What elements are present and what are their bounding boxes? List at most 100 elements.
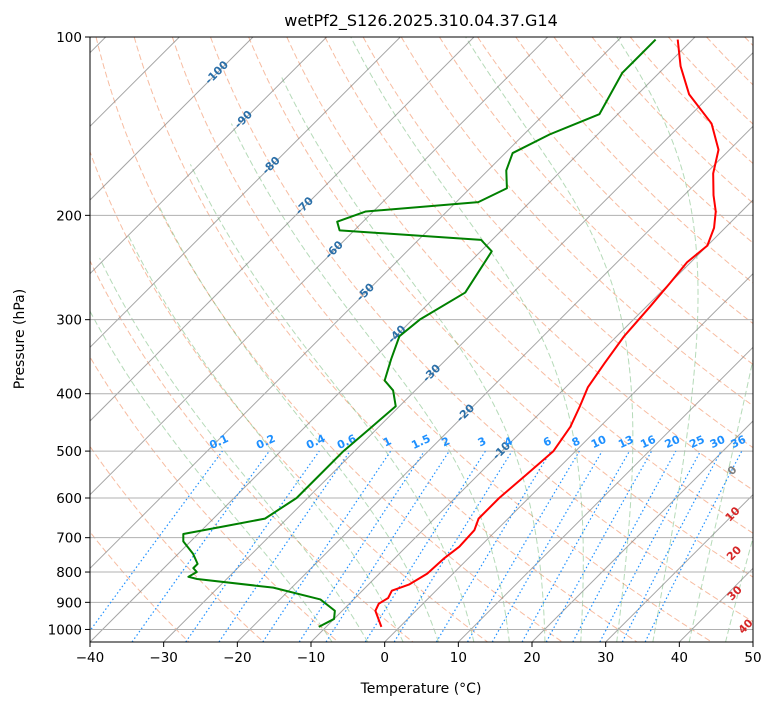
y-tick-label: 500 (56, 444, 82, 460)
x-tick-label: −10 (297, 650, 326, 666)
y-axis-title: Pressure (hPa) (12, 289, 28, 389)
isotherm-line (605, 493, 753, 642)
moist-adiabat-line (616, 37, 699, 642)
mixing-ratio-line (521, 450, 631, 642)
isotherm-line (236, 125, 753, 642)
dry-adiabat-line (668, 37, 753, 125)
mixing-ratio-label: 36 (729, 433, 749, 451)
dry-adiabat-line (90, 259, 414, 642)
isotherm-line (90, 37, 475, 422)
moist-adiabat-line (688, 357, 753, 642)
x-tick-label: −30 (149, 650, 178, 666)
isotherm-line (163, 51, 753, 642)
moist-adiabat-line (127, 234, 404, 642)
y-tick-label: 700 (56, 531, 82, 547)
dewpoint-profile-line (182, 38, 657, 628)
moist-adiabat-label: 20 (724, 543, 744, 563)
isotherm-line (90, 37, 696, 642)
plot-frame (89, 36, 754, 643)
moist-adiabat-line (99, 257, 369, 642)
x-tick-label: −40 (76, 650, 105, 666)
dry-adiabat-line (133, 37, 638, 642)
x-tick-label: 0 (380, 650, 389, 666)
isotherm-line (752, 641, 753, 642)
mixing-ratio-line (572, 450, 677, 642)
mixing-ratio-label: 0.1 (207, 432, 230, 452)
temperature-profile-line (374, 39, 720, 628)
x-tick-label: 50 (744, 650, 761, 666)
y-tick-label: 900 (56, 595, 82, 611)
mixing-ratio-line (393, 450, 513, 642)
x-tick-label: −20 (223, 650, 252, 666)
isotherm-line (90, 37, 328, 275)
mixing-ratio-line (298, 450, 425, 642)
y-tick-label: 600 (56, 491, 82, 507)
isotherm-line (531, 420, 753, 642)
moist-adiabat-line (280, 74, 546, 642)
dry-adiabat-line (477, 37, 753, 325)
mixing-ratio-line (644, 450, 743, 642)
mixing-ratio-label: 20 (663, 433, 683, 451)
x-tick-label: 20 (523, 650, 540, 666)
mixing-ratio-label: 10 (589, 433, 609, 451)
moist-adiabat-label: 30 (725, 583, 745, 603)
moist-adiabat-line (157, 204, 440, 642)
isotherm-line (90, 37, 254, 201)
mixing-ratio-label: 13 (616, 433, 635, 451)
dry-adiabat-line (210, 37, 753, 623)
x-tick-label: 40 (671, 650, 688, 666)
y-tick-label: 100 (56, 30, 82, 46)
y-tick-label: 300 (56, 313, 82, 329)
isotherm-line (90, 37, 622, 570)
mixing-ratio-line (131, 450, 270, 642)
dry-adiabat-line (362, 37, 753, 449)
sounding-series (182, 38, 720, 628)
dry-adiabat-line (248, 37, 753, 578)
y-tick-label: 200 (56, 208, 82, 224)
dry-adiabat-line (95, 37, 563, 642)
mixing-ratio-line (599, 450, 702, 642)
dry-adiabat-line (90, 356, 339, 642)
mixing-ratio-line (435, 450, 552, 642)
mixing-ratio-label: 30 (708, 433, 728, 451)
mixing-ratio-label: 1.5 (409, 432, 432, 452)
y-axis: 1000 900 800 700 600 500 400 300 200 100 (48, 30, 90, 638)
mixing-ratio-line (325, 450, 450, 642)
x-tick-label: 10 (450, 650, 467, 666)
isotherm-line (310, 199, 753, 642)
dry-adiabat-line (90, 531, 190, 642)
y-tick-label: 400 (56, 387, 82, 403)
dry-adiabat-line (400, 37, 753, 407)
mixing-ratio-label: 6 (541, 434, 554, 449)
moist-adiabat-line (90, 310, 333, 642)
mixing-ratio-line (262, 450, 392, 642)
dry-adiabat-line (90, 150, 488, 642)
dry-adiabat-line (90, 445, 264, 642)
x-axis-title: Temperature (°C) (360, 681, 482, 697)
line-labels: -100-90-80-70-60-50-40-30-20-10010203040… (202, 58, 753, 636)
dry-adiabat-line (171, 37, 712, 642)
y-tick-label: 1000 (48, 622, 82, 638)
mixing-ratio-label: 0.2 (254, 432, 277, 452)
isotherm-line (457, 346, 753, 642)
background-lines (90, 37, 753, 642)
moist-adiabat-line (230, 123, 510, 642)
mixing-ratio-label: 3 (476, 434, 488, 449)
mixing-ratio-label: 2 (440, 434, 452, 449)
x-tick-label: 30 (597, 650, 614, 666)
y-tick-label: 800 (56, 565, 82, 581)
mixing-ratio-line (185, 450, 320, 642)
dry-adiabat-line (515, 37, 753, 284)
dry-adiabat-line (439, 37, 753, 366)
isotherm-line (384, 272, 753, 642)
chart-title: wetPf2_S126.2025.310.04.37.G14 (284, 11, 558, 31)
mixing-ratio-line (218, 450, 351, 642)
dry-adiabat-line (591, 37, 753, 204)
mixing-ratio-label: 25 (687, 433, 706, 451)
mixing-ratio-line (90, 450, 223, 632)
x-axis: −40 −30 −20 −10 0 10 20 30 40 50 (76, 642, 762, 666)
dry-adiabat-line (629, 37, 753, 165)
isotherm-line (90, 37, 401, 349)
moist-adiabat-line (189, 164, 475, 642)
mixing-ratio-label: 16 (638, 433, 658, 451)
